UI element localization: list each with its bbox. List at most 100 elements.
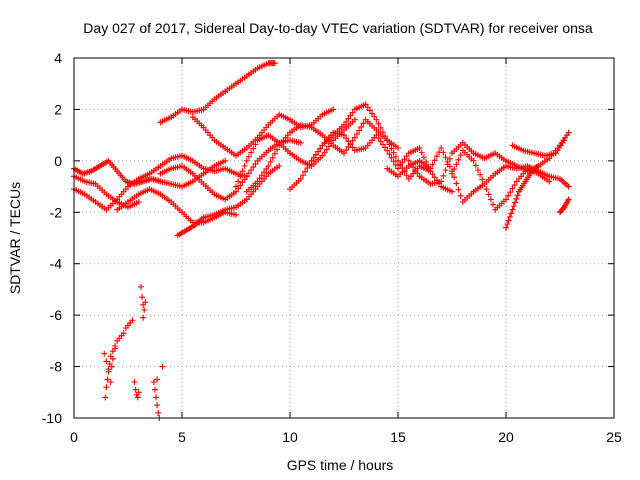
data-point <box>325 143 332 150</box>
data-point <box>154 402 161 409</box>
data-point <box>112 345 119 352</box>
data-point <box>103 358 110 365</box>
data-point <box>139 294 146 301</box>
data-point <box>102 394 109 401</box>
data-point <box>153 394 160 401</box>
data-point <box>438 178 445 185</box>
data-point <box>274 146 281 153</box>
data-point <box>388 154 395 161</box>
data-point <box>504 221 511 228</box>
data-point <box>416 145 423 151</box>
data-point <box>453 180 460 187</box>
data-point <box>233 211 239 218</box>
data-point <box>373 132 380 139</box>
data-point <box>479 176 486 183</box>
data-point <box>429 161 436 168</box>
data-point <box>455 156 462 163</box>
data-point <box>507 189 514 196</box>
data-point <box>250 145 257 152</box>
data-point <box>141 307 148 313</box>
y-tick-label: -6 <box>50 307 63 323</box>
data-point <box>477 171 484 178</box>
data-point <box>379 129 386 136</box>
data-point <box>239 179 246 186</box>
data-point <box>366 107 373 114</box>
data-point <box>235 178 242 185</box>
data-point <box>514 192 521 199</box>
data-point <box>449 188 455 195</box>
data-point <box>453 161 460 168</box>
data-point <box>330 106 337 113</box>
data-point <box>245 170 252 177</box>
data-point <box>512 199 519 206</box>
data-point <box>388 145 395 152</box>
data-point <box>382 133 389 140</box>
data-point <box>401 156 408 163</box>
data-point <box>243 173 250 180</box>
data-point <box>395 145 401 151</box>
data-point <box>341 121 347 128</box>
data-point <box>384 137 391 144</box>
data-point <box>427 165 434 172</box>
data-point <box>442 167 449 174</box>
data-point <box>312 151 319 158</box>
data-point <box>455 186 462 193</box>
data-point <box>356 127 363 134</box>
data-point <box>481 181 488 187</box>
data-point <box>565 129 572 136</box>
y-tick-label: 2 <box>54 101 62 117</box>
data-point <box>297 175 304 182</box>
data-point <box>135 199 142 205</box>
data-point <box>271 150 278 157</box>
data-point <box>252 160 259 167</box>
data-point <box>351 116 358 123</box>
data-point <box>405 157 412 164</box>
y-tick-label: -10 <box>42 410 62 426</box>
data-point <box>414 170 421 177</box>
data-point <box>511 182 518 189</box>
data-point <box>120 330 127 337</box>
data-point <box>134 394 141 401</box>
data-point <box>108 363 115 370</box>
data-point <box>351 134 358 141</box>
data-point <box>107 379 114 385</box>
data-point <box>546 178 553 185</box>
data-point <box>233 183 239 190</box>
data-point <box>377 138 384 145</box>
data-point <box>362 101 369 108</box>
data-point <box>503 196 509 203</box>
data-point <box>440 172 447 179</box>
data-point <box>386 151 393 158</box>
data-point <box>345 115 352 122</box>
data-point <box>358 123 365 130</box>
data-point <box>429 171 436 178</box>
data-point <box>347 112 354 119</box>
data-point <box>256 175 263 182</box>
data-point <box>360 120 367 127</box>
data-point <box>399 159 406 166</box>
data-point <box>412 167 419 174</box>
data-point <box>248 149 255 156</box>
data-point <box>446 155 453 162</box>
data-point <box>129 317 136 324</box>
x-tick-label: 5 <box>178 429 186 445</box>
y-tick-label: -4 <box>50 256 63 272</box>
data-point <box>349 109 356 116</box>
data-point <box>431 174 438 181</box>
data-point <box>306 161 313 168</box>
data-point <box>369 110 376 117</box>
data-point <box>269 154 276 161</box>
data-point <box>420 154 427 161</box>
data-point <box>379 141 386 148</box>
data-point <box>457 192 464 199</box>
data-point <box>433 153 440 160</box>
data-point <box>451 166 458 173</box>
y-tick-label: -8 <box>50 359 63 375</box>
data-point <box>565 183 572 190</box>
data-point <box>395 165 401 172</box>
data-point <box>375 135 382 142</box>
data-point <box>410 164 417 171</box>
data-point <box>505 192 512 199</box>
data-point <box>390 158 397 165</box>
